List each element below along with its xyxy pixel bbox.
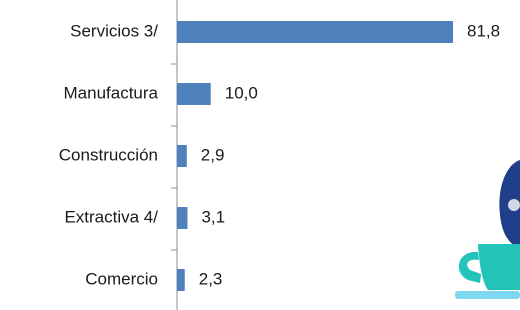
category-label: Construcción: [59, 145, 158, 164]
value-label: 2,9: [201, 145, 225, 164]
page: {"chart_data": {"type": "hbar", "categor…: [0, 0, 520, 310]
bar: [177, 83, 211, 105]
value-label: 10,0: [225, 83, 258, 102]
bar: [177, 21, 453, 43]
category-label: Manufactura: [64, 83, 159, 102]
bar: [177, 269, 185, 291]
category-label: Extractiva 4/: [64, 207, 158, 226]
value-label: 3,1: [201, 207, 225, 226]
bar: [177, 207, 187, 229]
chart: Servicios 3/81,8 Manufactura 10,0 Construcc…: [0, 0, 520, 310]
decor-saucer: [455, 291, 520, 299]
value-label: 2,3: [199, 269, 223, 288]
decor-cup: [478, 244, 520, 290]
decoration: [455, 160, 520, 299]
category-label: Comercio: [85, 269, 158, 288]
category-label: Servicios 3/: [70, 21, 158, 40]
bar: [177, 145, 187, 167]
decor-handle: [459, 252, 481, 283]
value-label: 81,8: [467, 21, 500, 40]
decor-dot: [508, 199, 520, 211]
